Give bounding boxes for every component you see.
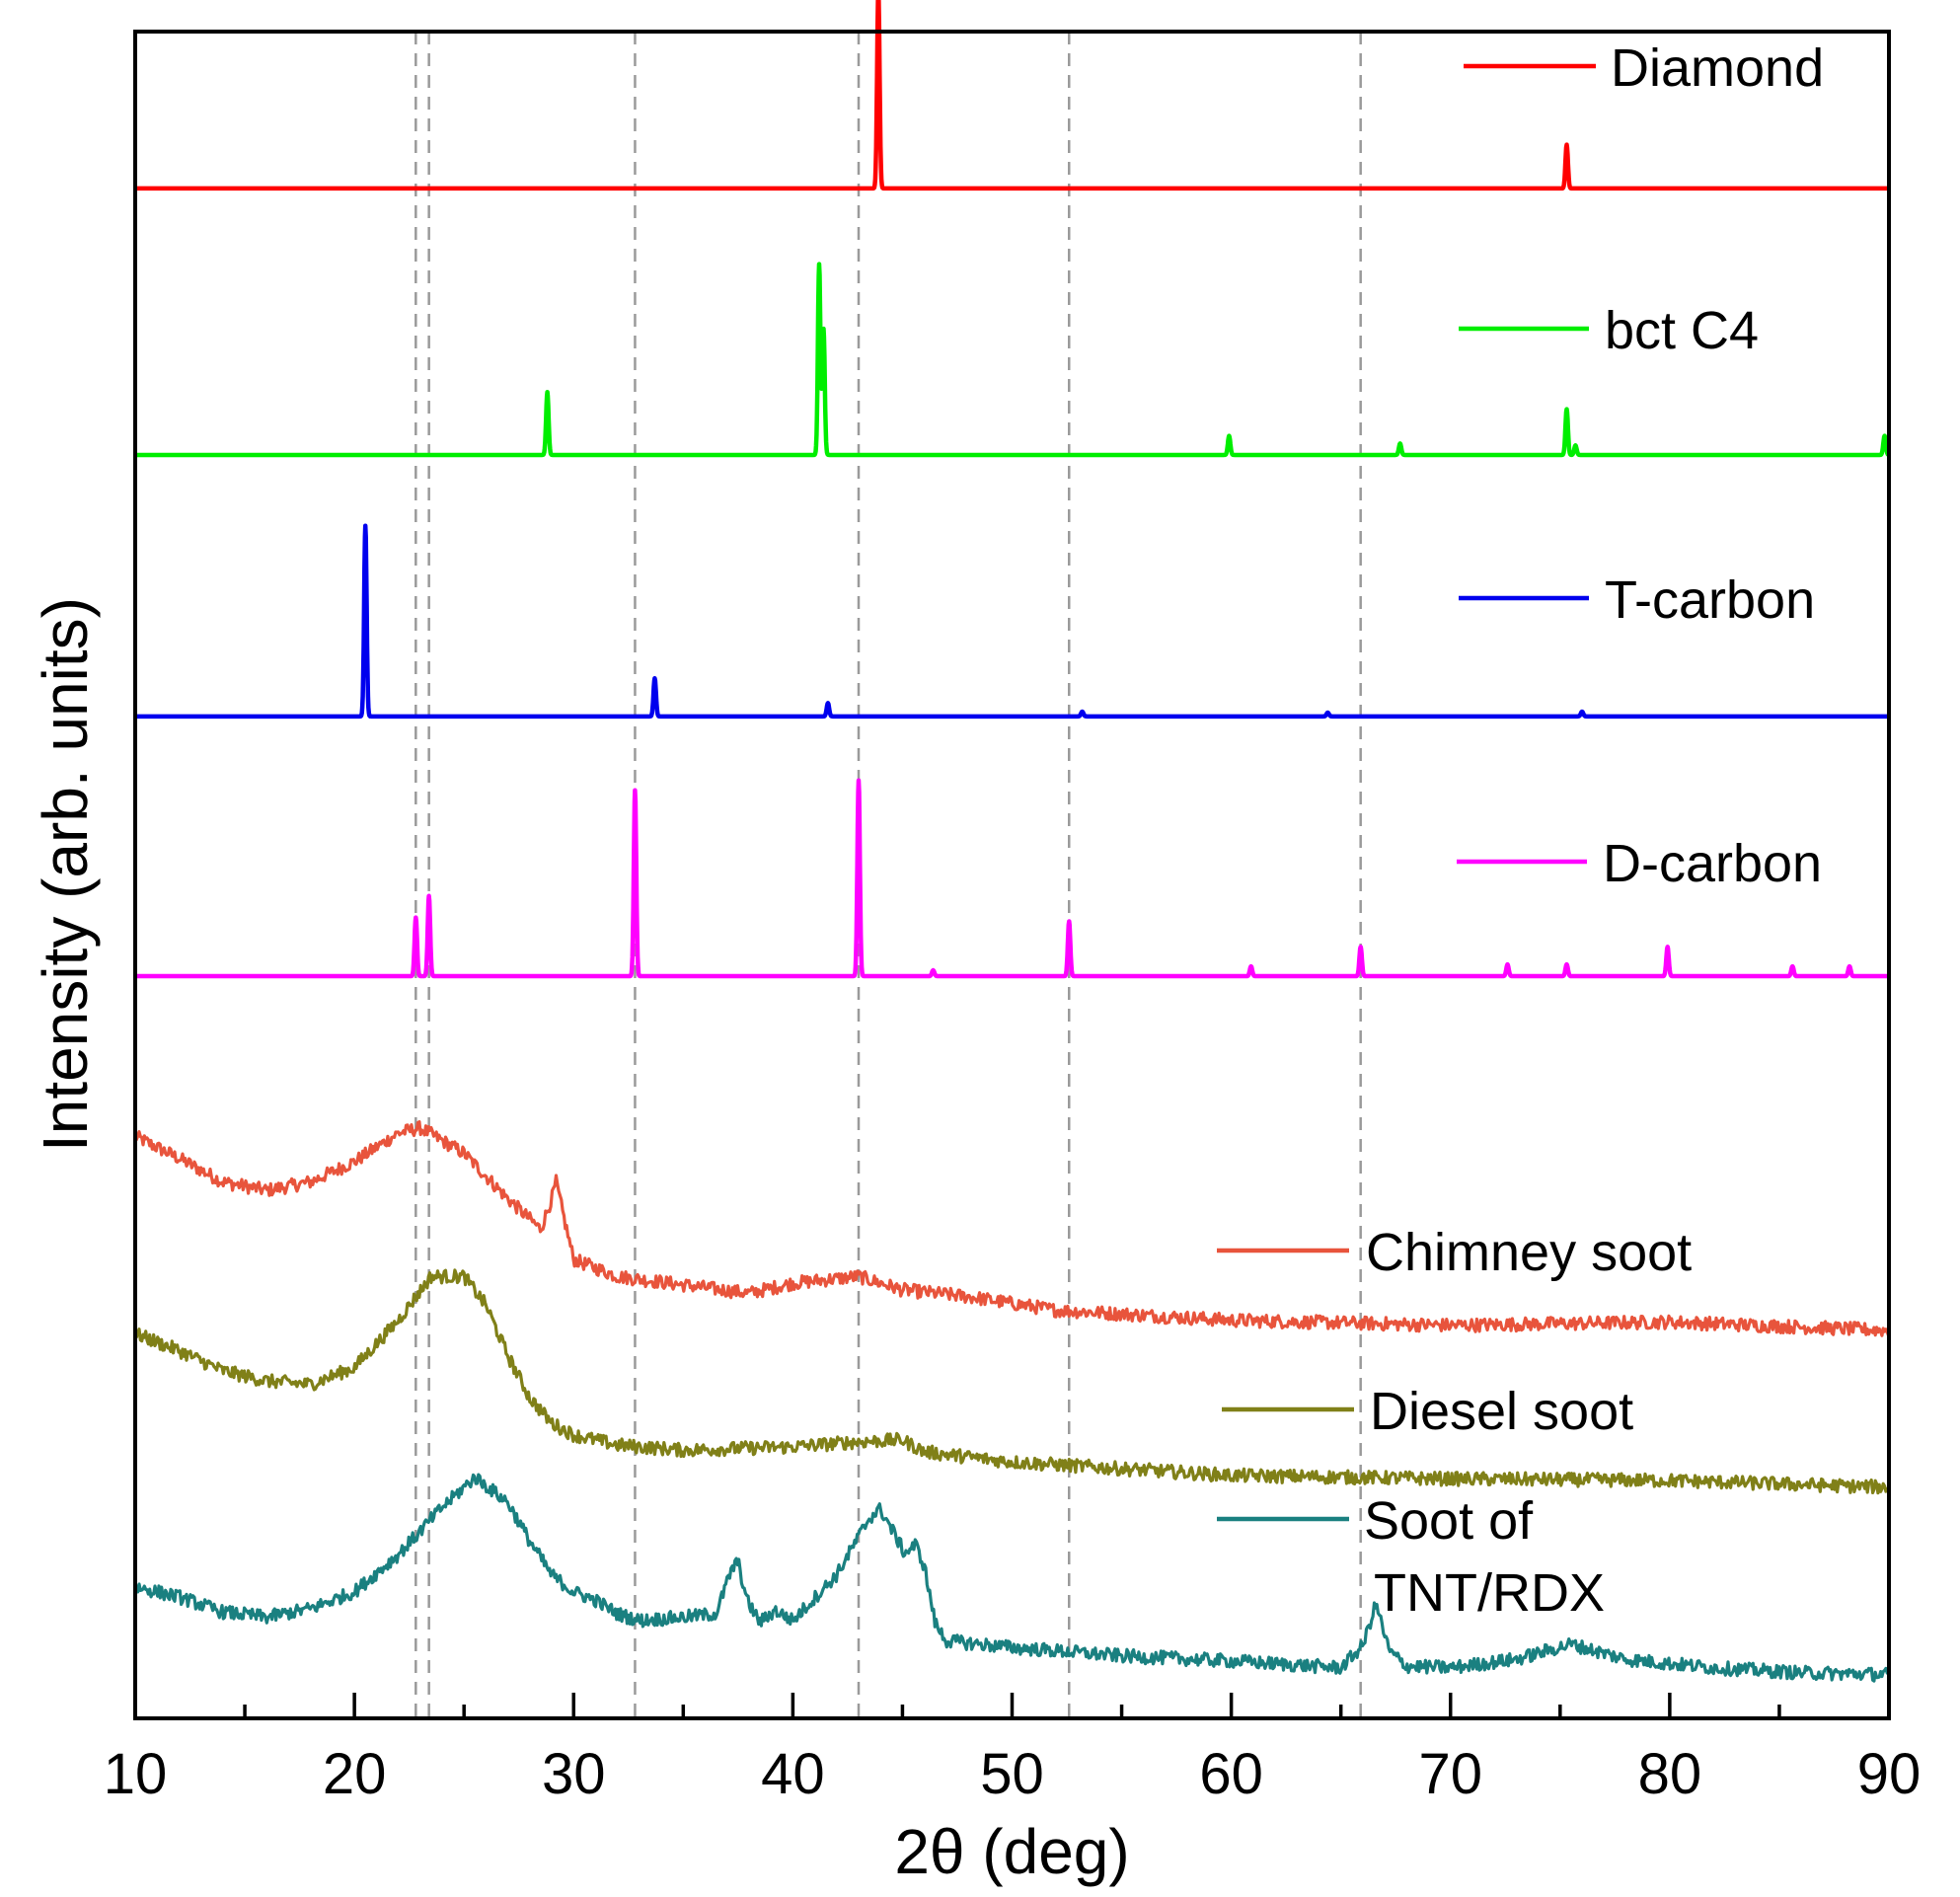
x-axis-ticks: 10 20 30 40 50 60 70 80 90 [104, 1693, 1922, 1806]
series-line-soot-of-tnt-rdx [133, 1473, 1891, 1683]
legend-label-soot-of-tnt-rdx: TNT/RDX [1374, 1563, 1605, 1623]
series-line-d-carbon [133, 778, 1891, 979]
x-tick-label: 50 [980, 1742, 1044, 1806]
x-tick-label: 30 [542, 1742, 606, 1806]
series-line-bct-c4 [133, 262, 1891, 458]
series-line-t-carbon [133, 523, 1891, 720]
legend-label-bct-c4: bct C4 [1605, 301, 1759, 360]
series-line-diamond [133, 0, 1891, 191]
series-line-diesel-soot [133, 1268, 1890, 1495]
legend-label-diesel-soot: Diesel soot [1370, 1382, 1633, 1441]
legend-label-t-carbon: T-carbon [1605, 570, 1815, 630]
y-axis-title: Intensity (arb. units) [30, 597, 101, 1152]
traces [133, 0, 1891, 1683]
x-tick-label: 60 [1199, 1742, 1263, 1806]
x-tick-label: 20 [323, 1742, 387, 1806]
legend-label-soot-of-tnt-rdx: Soot of [1364, 1491, 1534, 1551]
legend: Diamond bct C4 T-carbon D-carbon Chimney soo… [1217, 38, 1824, 1623]
x-axis-title: 2θ (deg) [894, 1816, 1129, 1887]
x-tick-label: 40 [761, 1742, 825, 1806]
x-tick-label: 90 [1857, 1742, 1922, 1806]
x-tick-label: 80 [1638, 1742, 1702, 1806]
x-tick-label: 70 [1418, 1742, 1482, 1806]
x-tick-label: 10 [104, 1742, 168, 1806]
series-line-chimney-soot [133, 1120, 1891, 1337]
legend-label-chimney-soot: Chimney soot [1366, 1223, 1692, 1282]
legend-label-diamond: Diamond [1611, 38, 1824, 98]
legend-label-d-carbon: D-carbon [1603, 834, 1822, 893]
